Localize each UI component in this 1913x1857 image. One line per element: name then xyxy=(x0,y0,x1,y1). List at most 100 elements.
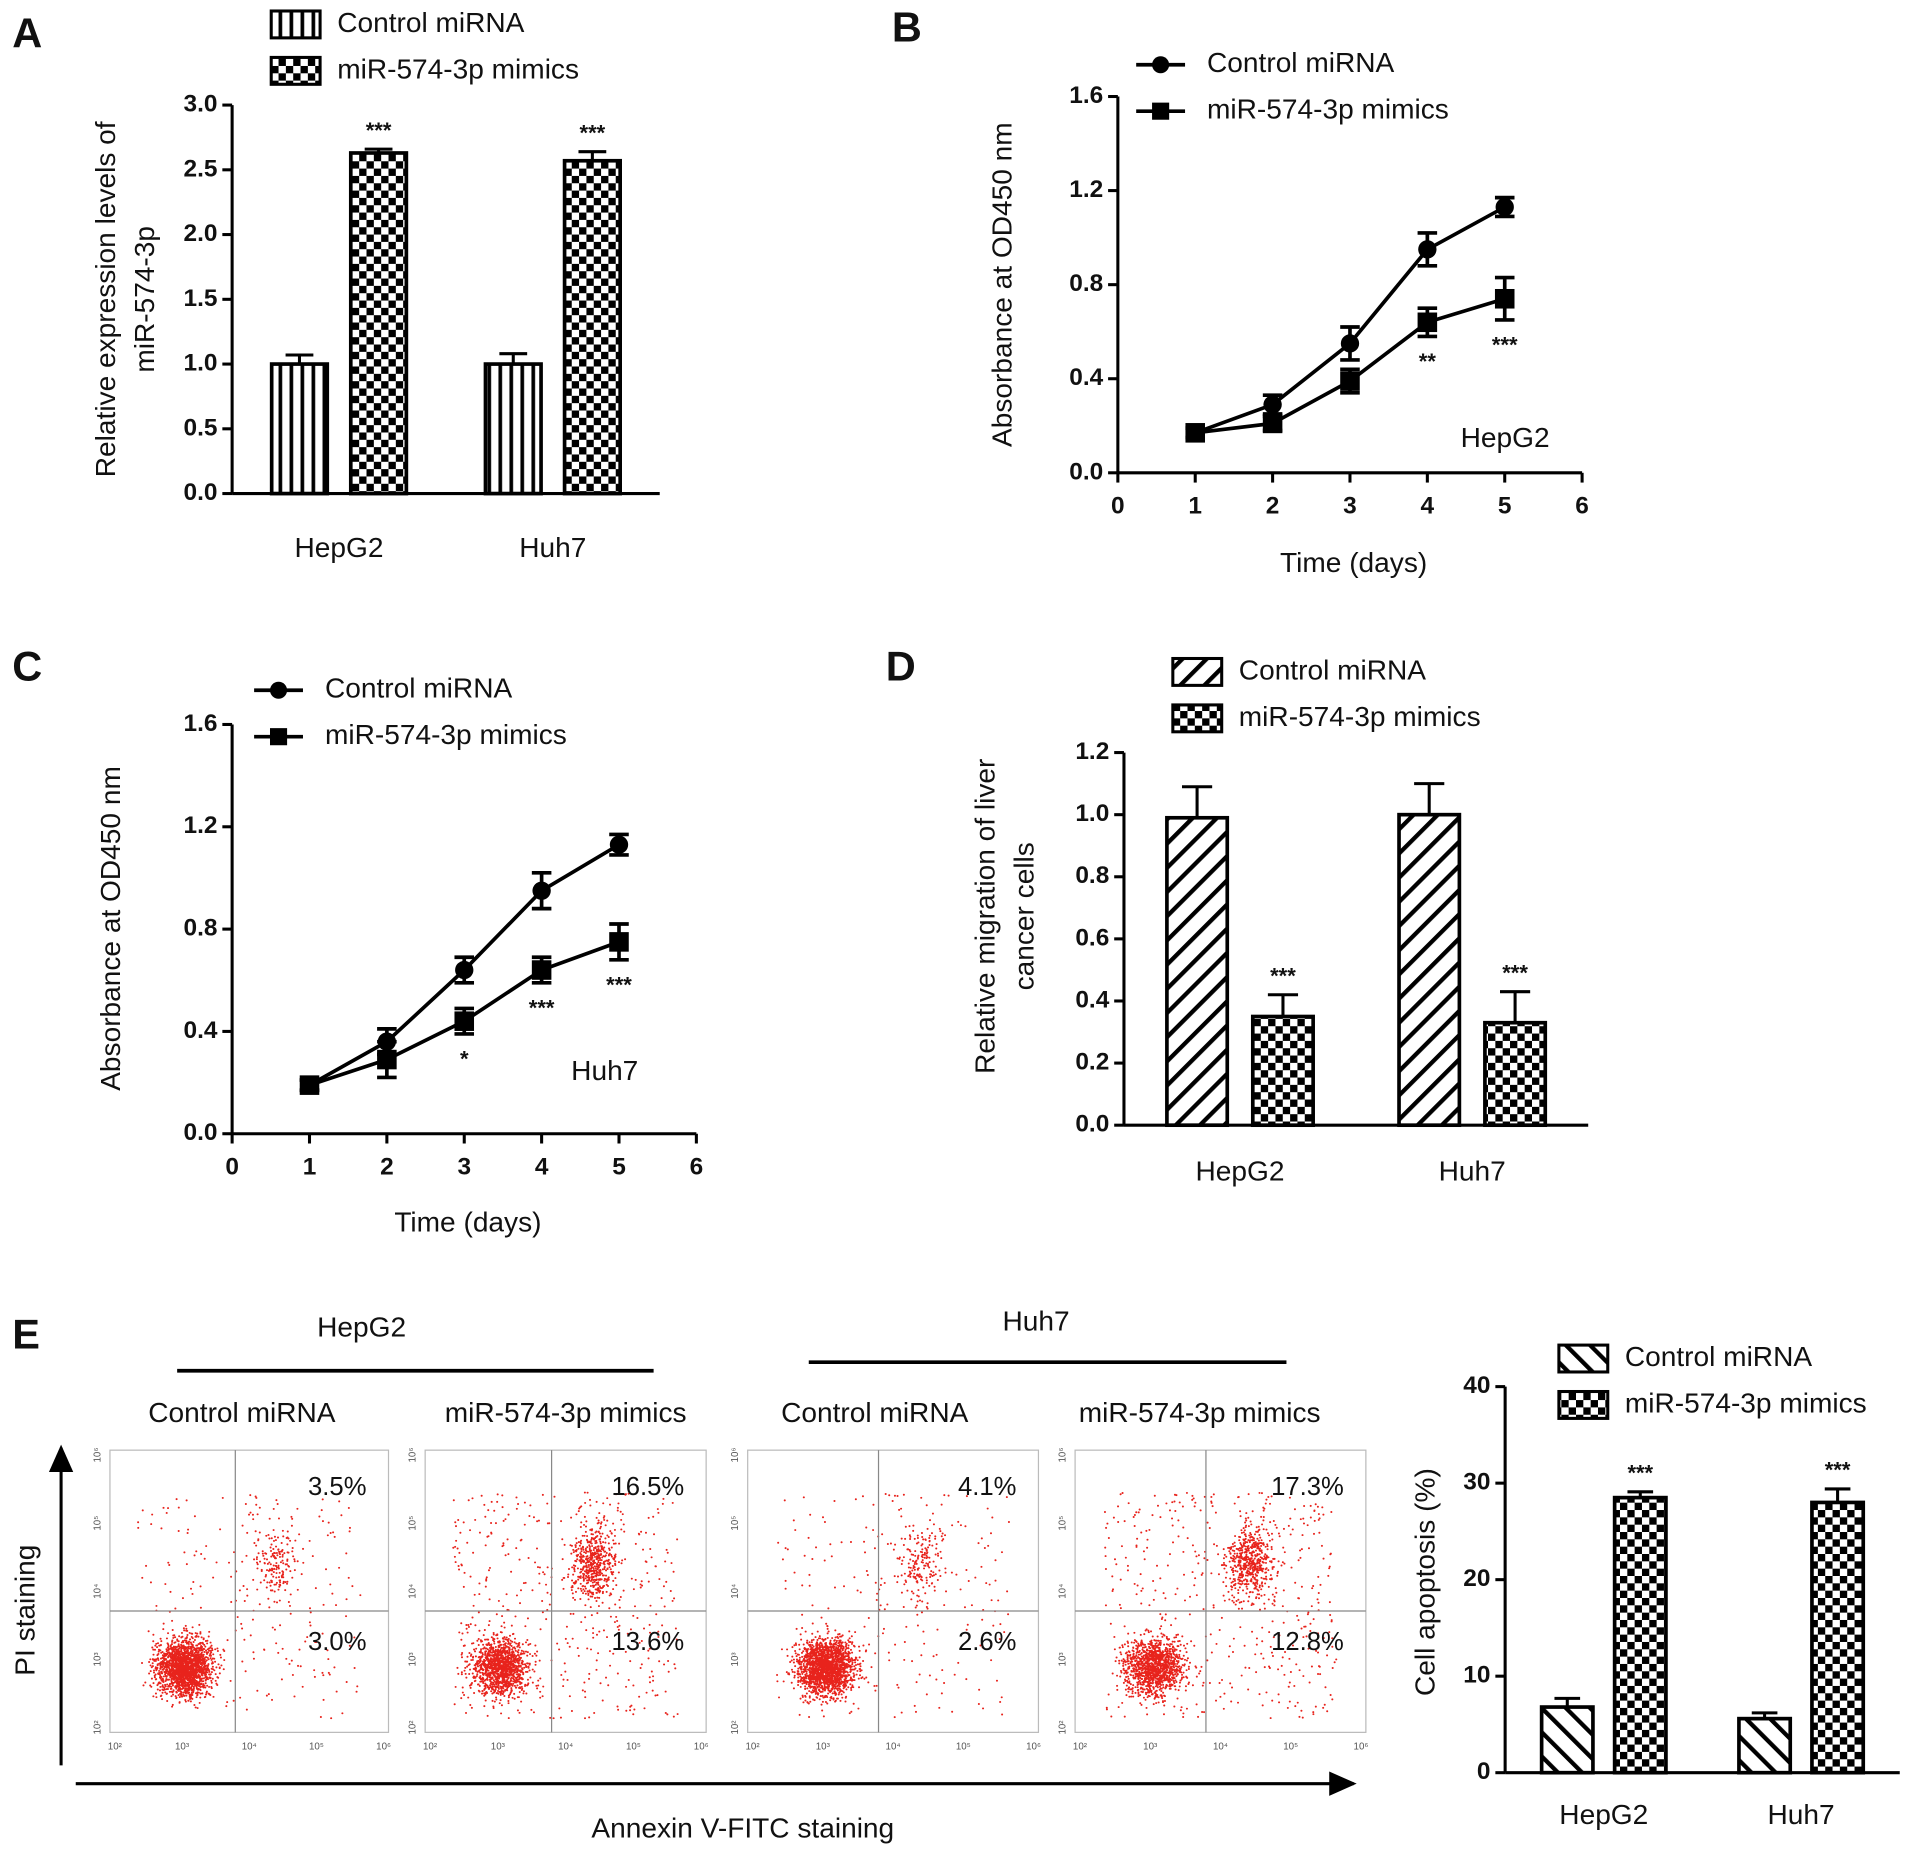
axis-tick-label: 10³ xyxy=(1057,1652,1068,1667)
x-tick-label: 3 xyxy=(457,1153,471,1180)
plot-frame xyxy=(747,1449,1040,1733)
y-tick-label: 0.4 xyxy=(184,1017,218,1044)
significance: *** xyxy=(1502,960,1528,985)
point xyxy=(1263,395,1282,414)
y-tick-label: 1.5 xyxy=(184,285,218,312)
y-tick-label: 2.0 xyxy=(184,220,218,247)
y-tick-label: 0.5 xyxy=(184,414,218,441)
axis-tick-label: 10⁵ xyxy=(309,1742,324,1753)
legend-swatch xyxy=(269,55,322,86)
y-tick-label: 1.6 xyxy=(1069,82,1103,109)
panel-label: A xyxy=(12,10,42,57)
axis-tick-label: 10⁴ xyxy=(242,1742,257,1753)
bar xyxy=(1612,1495,1668,1775)
error-bar xyxy=(364,147,393,153)
legend-label: Control miRNA xyxy=(1207,47,1394,78)
plot-frame xyxy=(1074,1449,1367,1733)
panel-label: C xyxy=(12,642,42,689)
y-tick-label: 0.8 xyxy=(1069,270,1103,297)
point xyxy=(1418,240,1437,259)
axis-tick-label: 10⁵ xyxy=(730,1516,741,1531)
axis-tick-label: 10⁵ xyxy=(1057,1516,1068,1531)
quadrant-percent: 3.0% xyxy=(308,1628,366,1656)
scatter-dots xyxy=(137,1494,362,1720)
axis-tick-label: 10² xyxy=(1057,1720,1068,1735)
point xyxy=(299,1075,320,1095)
axis-tick-label: 10³ xyxy=(1143,1742,1158,1753)
bar xyxy=(1810,1500,1866,1775)
error-bar xyxy=(1414,782,1445,815)
bar xyxy=(1483,1020,1548,1128)
axis-tick-label: 10³ xyxy=(816,1742,831,1753)
x-tick-label: Huh7 xyxy=(1768,1799,1835,1830)
bar xyxy=(483,362,543,496)
axis-tick-label: 10² xyxy=(423,1742,438,1753)
legend-swatch xyxy=(1557,1389,1610,1420)
point xyxy=(1185,423,1206,443)
axis-tick-label: 10⁶ xyxy=(408,1448,419,1463)
axis-tick-label: 10³ xyxy=(491,1742,506,1753)
y-axis-label: Cell apoptosis (%) xyxy=(1409,1468,1440,1696)
error-bar xyxy=(1751,1711,1778,1719)
point xyxy=(1495,197,1514,217)
significance: *** xyxy=(1492,333,1518,358)
panel-label: D xyxy=(886,642,916,689)
point xyxy=(1417,312,1438,333)
axis-tick-label: 10³ xyxy=(92,1652,103,1667)
axis-tick-label: 10³ xyxy=(730,1652,741,1667)
y-tick-label: 0.8 xyxy=(184,915,218,942)
axis-tick-label: 10⁴ xyxy=(1057,1584,1068,1599)
y-tick-label: 0.6 xyxy=(1075,924,1109,951)
axis-tick-label: 10² xyxy=(408,1720,419,1735)
x-tick-label: 4 xyxy=(535,1153,549,1180)
figure-content: A B C D E 0.0 0.5 1.0 1.5 2.0 2.5 3.0 Relative expre… xyxy=(9,4,1900,1844)
inset-label: HepG2 xyxy=(1461,422,1550,453)
scatter-dots xyxy=(452,1491,679,1720)
line xyxy=(1194,205,1506,435)
inset-label: Huh7 xyxy=(571,1055,638,1086)
x-tick-label: Huh7 xyxy=(519,532,586,563)
quadrant-percent: 4.1% xyxy=(958,1473,1016,1501)
x-tick-label: HepG2 xyxy=(1196,1155,1285,1186)
x-tick-label: 5 xyxy=(1498,492,1512,519)
significance: *** xyxy=(1825,1458,1851,1483)
bar xyxy=(348,151,409,496)
scatter-dots xyxy=(776,1493,1010,1719)
legend-marker xyxy=(269,681,288,699)
y-tick-label: 0.8 xyxy=(1075,862,1109,889)
x-tick-label: Huh7 xyxy=(1439,1155,1506,1186)
legend-marker xyxy=(269,728,288,746)
legend-label: Control miRNA xyxy=(337,7,524,38)
axis-tick-label: 10⁵ xyxy=(626,1742,641,1753)
y-axis-label: Relative expression levels of xyxy=(90,121,121,477)
x-tick-label: 6 xyxy=(690,1153,704,1180)
y-tick-label: 1.0 xyxy=(184,350,218,377)
error-bar xyxy=(1627,1490,1654,1498)
quadrant-percent: 17.3% xyxy=(1271,1473,1344,1501)
y-tick-label: 20 xyxy=(1463,1565,1490,1592)
axis-tick-label: 10³ xyxy=(175,1742,190,1753)
point xyxy=(609,932,629,952)
x-axis-label: Time (days) xyxy=(1280,547,1427,578)
axis-tick-label: 10⁵ xyxy=(92,1516,103,1531)
bar xyxy=(1250,1014,1315,1128)
quadrant-percent: 16.5% xyxy=(611,1473,684,1501)
bar xyxy=(1165,815,1230,1128)
x-tick-label: 2 xyxy=(380,1153,394,1180)
bar xyxy=(1397,812,1462,1128)
legend-marker xyxy=(1152,102,1170,120)
y-tick-label: 0.0 xyxy=(184,479,218,506)
x-axis-label: Time (days) xyxy=(394,1207,541,1238)
y-tick-label: 0.0 xyxy=(184,1119,218,1146)
significance: *** xyxy=(606,972,632,997)
axis-tick-label: 10² xyxy=(746,1742,761,1753)
error-bar xyxy=(578,150,607,161)
x-tick-label: 1 xyxy=(303,1153,317,1180)
plot-title: miR-574-3p mimics xyxy=(1079,1397,1321,1428)
point xyxy=(609,835,629,854)
error-bar xyxy=(1554,1696,1581,1708)
legend-label: miR-574-3p mimics xyxy=(1625,1387,1867,1418)
legend-label: miR-574-3p mimics xyxy=(1207,94,1449,125)
error-bar xyxy=(1824,1487,1851,1503)
